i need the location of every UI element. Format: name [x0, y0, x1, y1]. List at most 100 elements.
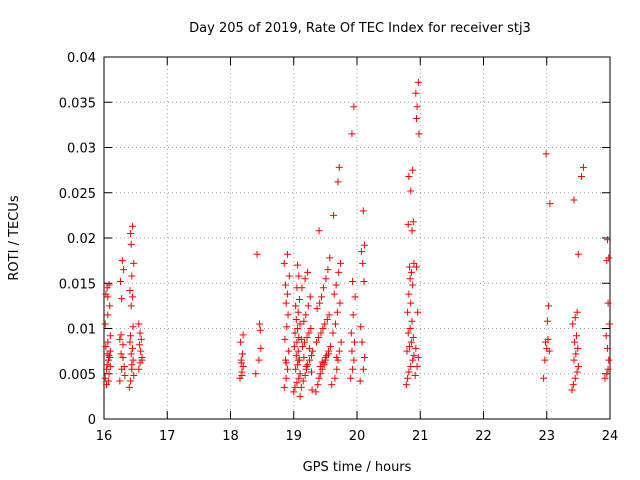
data-point — [409, 218, 417, 226]
data-point — [293, 379, 301, 387]
data-point — [605, 356, 613, 364]
data-point — [412, 344, 420, 352]
data-point — [283, 290, 291, 298]
data-point — [293, 338, 301, 346]
y-tick-label: 0.005 — [59, 368, 96, 383]
data-point — [410, 352, 418, 360]
data-point — [103, 365, 111, 373]
data-point — [306, 356, 314, 364]
data-point — [349, 311, 357, 319]
data-point — [604, 365, 612, 373]
data-point — [410, 259, 418, 267]
data-point — [337, 259, 345, 267]
data-point — [404, 308, 412, 316]
data-point — [304, 268, 312, 276]
data-point — [253, 250, 261, 258]
data-point — [314, 334, 322, 342]
y-tick-label: 0.035 — [59, 96, 96, 111]
data-point — [106, 332, 114, 340]
data-point — [257, 344, 265, 352]
data-point — [104, 293, 112, 301]
data-point — [574, 363, 582, 371]
x-tick-label: 23 — [538, 429, 555, 444]
data-point — [237, 338, 245, 346]
data-point — [540, 374, 548, 382]
data-point — [409, 166, 417, 174]
data-points — [101, 78, 613, 400]
x-tick-labels: 16 17 18 19 20 21 22 23 24 — [96, 429, 619, 444]
data-point — [573, 308, 581, 316]
data-point — [291, 329, 299, 337]
data-point — [407, 268, 415, 276]
data-point — [359, 207, 367, 215]
data-point — [104, 377, 112, 385]
data-point — [405, 290, 413, 298]
data-point — [579, 163, 587, 171]
data-point — [300, 353, 308, 361]
data-point — [326, 254, 334, 262]
data-point — [356, 377, 364, 385]
data-point — [306, 293, 314, 301]
data-point — [294, 261, 302, 269]
data-point — [409, 356, 417, 364]
data-point — [106, 302, 114, 310]
data-point — [335, 163, 343, 171]
data-point — [302, 311, 310, 319]
data-point — [282, 359, 290, 367]
data-point — [117, 331, 125, 339]
data-point — [359, 259, 367, 267]
data-point — [294, 325, 302, 332]
data-point — [603, 370, 611, 378]
data-point — [296, 320, 304, 328]
data-point — [294, 308, 302, 316]
data-point — [409, 281, 417, 289]
data-point — [407, 187, 415, 195]
data-point — [103, 350, 111, 358]
data-point — [348, 130, 356, 138]
data-point — [571, 338, 579, 346]
data-point — [292, 352, 300, 360]
data-point — [604, 299, 612, 307]
data-point — [331, 374, 339, 382]
data-point — [316, 363, 324, 371]
data-point — [333, 308, 341, 316]
data-point — [408, 227, 416, 235]
data-point — [326, 343, 334, 351]
data-point — [118, 295, 126, 303]
data-point — [412, 263, 420, 271]
data-point — [280, 259, 288, 267]
x-tick-label: 20 — [349, 429, 366, 444]
data-point — [130, 372, 138, 380]
data-point — [117, 350, 125, 358]
data-point — [541, 356, 549, 364]
data-point — [569, 381, 577, 389]
data-point — [130, 259, 138, 267]
data-point — [322, 275, 330, 283]
data-point — [105, 370, 113, 378]
data-point — [328, 381, 336, 389]
data-point — [301, 372, 309, 380]
data-point — [305, 329, 313, 337]
data-point — [414, 78, 422, 86]
data-point — [285, 272, 293, 280]
data-point — [601, 374, 609, 382]
y-tick-label: 0.03 — [67, 142, 96, 157]
data-point — [135, 341, 143, 349]
data-point — [358, 338, 366, 346]
x-tick-label: 17 — [159, 429, 176, 444]
data-point — [283, 365, 291, 373]
data-point — [357, 323, 365, 331]
data-point — [239, 363, 247, 371]
y-tick-label: 0.01 — [67, 323, 96, 338]
data-point — [129, 323, 137, 331]
data-point — [239, 350, 247, 358]
data-point — [116, 335, 124, 343]
data-point — [282, 299, 290, 307]
x-tick-label: 21 — [412, 429, 429, 444]
data-point — [128, 344, 136, 352]
data-point — [295, 374, 303, 382]
data-point — [290, 388, 298, 396]
data-point — [404, 374, 412, 382]
data-point — [290, 343, 298, 351]
data-point — [406, 275, 414, 283]
